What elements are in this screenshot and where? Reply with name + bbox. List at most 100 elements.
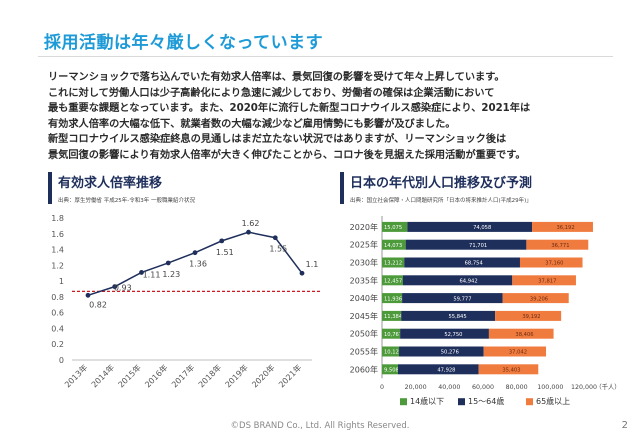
legend-swatch (458, 398, 465, 406)
bar-value-label: 55,845 (448, 314, 466, 320)
x-tick-label: 2017年 (169, 362, 196, 389)
bar-segment (488, 328, 554, 339)
x-tick-label: 80,000 (506, 384, 528, 391)
legend-swatch (526, 398, 533, 406)
bar-value-label: 74,058 (473, 225, 491, 231)
data-point (165, 260, 171, 266)
y-tick-label: 0.8 (51, 293, 64, 302)
bar-value-label: 35,403 (502, 368, 520, 374)
category-label: 2055年 (350, 347, 378, 357)
category-label: 2040年 (350, 293, 378, 303)
bar-segment (382, 364, 399, 375)
bar-value-label: 11,384 (384, 314, 403, 320)
body-line: 景気回復の影響により有効求人倍率が大きく伸びたことから、コロナ後を見据えた採用活… (48, 149, 526, 161)
category-label: 2020年 (350, 222, 378, 232)
bar-segment (382, 239, 406, 250)
category-label: 2035年 (350, 275, 378, 285)
population-chart-title: 日本の年代別人口推移及び予測 (350, 176, 533, 191)
bar-value-label: 39,206 (530, 296, 548, 302)
data-point (299, 270, 305, 276)
slide-title: 採用活動は年々厳しくなっています (44, 33, 324, 53)
x-tick-label: 2020年 (250, 362, 277, 389)
data-point (85, 292, 91, 298)
bar-value-label: 64,942 (459, 279, 477, 285)
data-label: 1.55 (269, 245, 287, 254)
page-number: 2 (621, 420, 628, 431)
bar-segment (401, 310, 496, 321)
data-label: 1.36 (189, 260, 207, 269)
body-line: 有効求人倍率の大幅な低下、就業者数の大幅な減少など雇用情勢にも影響が及びました。 (48, 118, 456, 130)
legend-label: 15〜64歳 (468, 396, 504, 406)
bar-segment (407, 221, 533, 232)
x-tick-label: 100,000 (537, 384, 563, 391)
bar-segment (382, 257, 405, 268)
bar-value-label: 15,075 (384, 225, 402, 231)
population-chart-header: 日本の年代別人口推移及び予測 出典：国立社会保障・人口問題研究所「日本の将来推計… (340, 172, 532, 204)
body-line: 新型コロナウイルス感染症終息の見通しはまだ立たない状況ではありますが、リーマンシ… (48, 134, 507, 145)
y-tick-label: 0.2 (51, 340, 64, 349)
bar-value-label: 37,042 (509, 350, 527, 356)
bar-value-label: 68,754 (465, 261, 484, 267)
y-tick-label: 0 (59, 356, 64, 365)
data-label: 1.51 (216, 248, 234, 257)
y-tick-label: 0.6 (51, 309, 64, 318)
x-tick-label: 120,000 (571, 384, 597, 391)
data-point (272, 235, 278, 241)
category-label: 2030年 (350, 258, 378, 268)
bar-value-label: 10,123 (384, 350, 402, 356)
x-tick-label: 40,000 (438, 384, 460, 391)
category-label: 2060年 (350, 364, 378, 374)
data-point (112, 284, 118, 290)
bar-segment (519, 257, 583, 268)
category-label: 2050年 (350, 329, 378, 339)
bar-segment (483, 346, 547, 357)
bar-value-label: 12,457 (384, 279, 402, 285)
x-tick-label: 0 (380, 384, 384, 391)
bar-value-label: 10,767 (384, 332, 402, 338)
x-tick-label: 20,000 (405, 384, 427, 391)
data-label: 1.23 (162, 270, 180, 279)
bar-segment (382, 310, 402, 321)
y-tick-label: 1.2 (51, 261, 64, 270)
data-point (246, 229, 251, 235)
body-line: 最も重要な課題となっています。また、2020年に流行した新型コロナウイルス感染症… (48, 103, 531, 114)
bar-segment (400, 328, 489, 339)
bar-value-label: 11,936 (384, 296, 402, 302)
bar-segment (532, 221, 593, 232)
heading-accent-bar (48, 172, 52, 204)
y-tick-label: 1 (59, 277, 64, 286)
y-tick-label: 1.4 (51, 246, 64, 255)
legend-label: 14歳以下 (410, 396, 444, 406)
bar-value-label: 50,276 (441, 350, 459, 356)
x-tick-label: 2016年 (143, 362, 170, 389)
job-ratio-chart-title: 有効求人倍率推移 (58, 176, 163, 191)
bar-value-label: 13,212 (384, 261, 402, 267)
job-ratio-line-chart: 00.20.40.60.811.21.41.61.80.820.931.11 1.… (51, 214, 322, 389)
bar-value-label: 38,406 (515, 332, 533, 338)
bar-value-label: 52,750 (444, 332, 462, 338)
bar-value-label: 59,777 (453, 296, 471, 302)
legend-label: 65歳以上 (536, 396, 570, 406)
bar-segment (404, 257, 520, 268)
bar-segment (526, 239, 589, 250)
bar-segment (398, 364, 479, 375)
bar-value-label: 14,073 (384, 243, 402, 249)
x-tick-label: 2018年 (196, 362, 223, 389)
bar-value-label: 47,928 (437, 368, 455, 374)
data-point (219, 238, 225, 244)
population-bar-chart: 2020年 15,075 74,058 36,192 2025年 14,073 71,701… (350, 216, 621, 406)
data-label: 1.11 (143, 270, 161, 279)
bar-segment (382, 221, 408, 232)
bar-value-label: 39,192 (522, 314, 540, 320)
bar-value-label: 37,160 (545, 261, 563, 267)
data-label: 0.93 (114, 284, 132, 293)
x-tick-label: 2013年 (62, 362, 89, 389)
category-label: 2045年 (350, 311, 378, 321)
title-divider (38, 56, 613, 57)
bar-value-label: 9,508 (384, 368, 399, 374)
unit-label: （千人） (595, 382, 620, 391)
bar-segment (478, 364, 539, 375)
data-label: 1.62 (242, 219, 260, 228)
data-label: 0.82 (89, 300, 107, 309)
bar-segment (495, 310, 562, 321)
